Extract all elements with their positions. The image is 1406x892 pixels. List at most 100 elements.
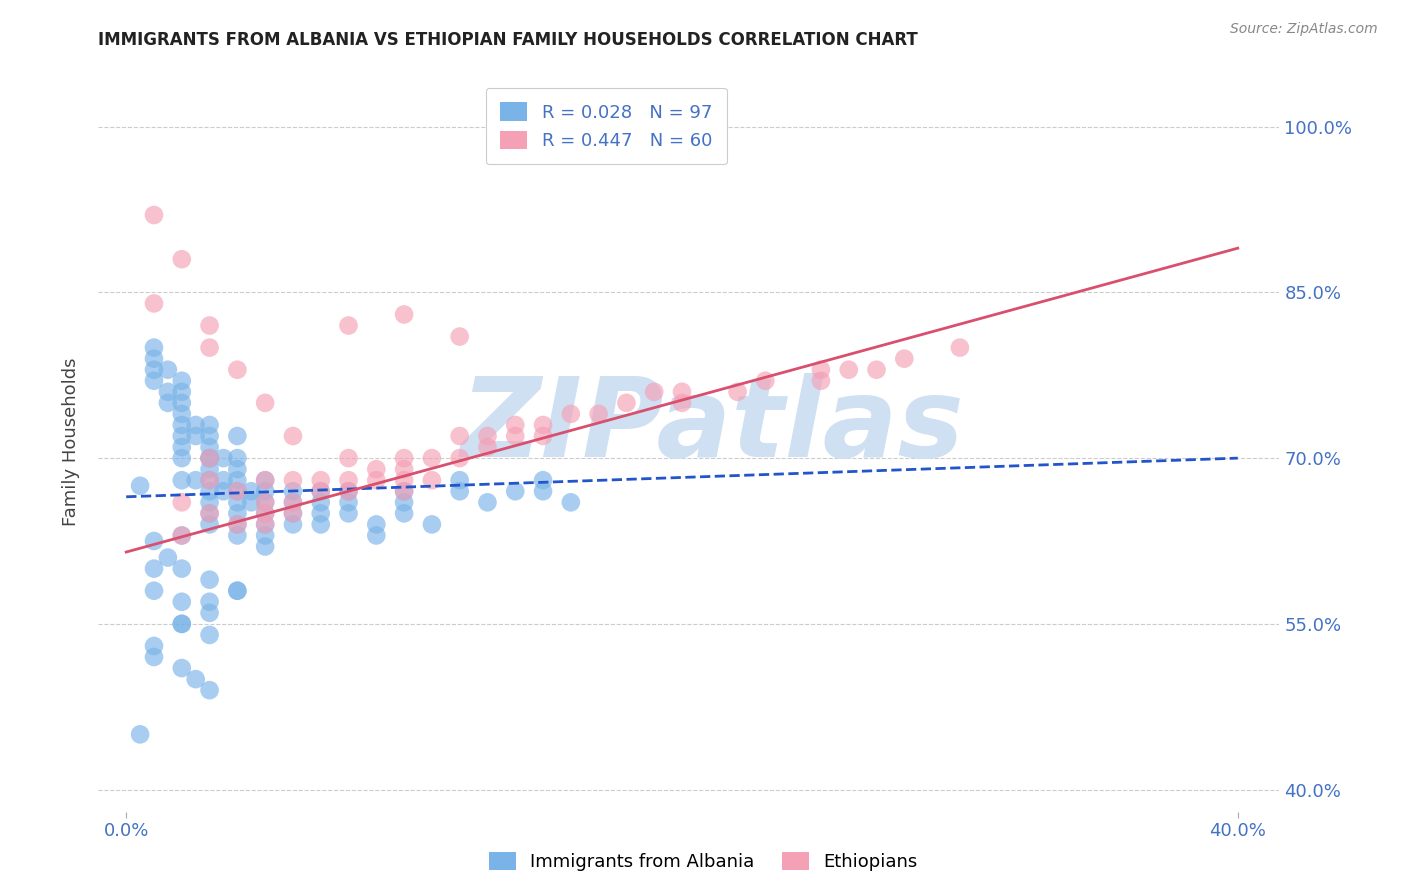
Text: Source: ZipAtlas.com: Source: ZipAtlas.com [1230, 22, 1378, 37]
Point [198, 318, 221, 333]
Point [254, 495, 277, 509]
Point [226, 429, 249, 443]
Point [254, 517, 277, 532]
Point [170, 451, 193, 466]
Point [170, 528, 193, 542]
Point [226, 484, 249, 499]
Point [226, 528, 249, 542]
Point [309, 495, 332, 509]
Point [226, 583, 249, 598]
Point [170, 616, 193, 631]
Point [477, 440, 499, 454]
Point [254, 517, 277, 532]
Point [560, 495, 582, 509]
Point [170, 384, 193, 399]
Point [309, 484, 332, 499]
Point [198, 417, 221, 432]
Point [226, 451, 249, 466]
Point [198, 507, 221, 521]
Point [420, 517, 443, 532]
Point [184, 429, 207, 443]
Point [198, 473, 221, 487]
Point [170, 407, 193, 421]
Point [503, 429, 526, 443]
Point [392, 495, 415, 509]
Point [170, 495, 193, 509]
Point [337, 318, 360, 333]
Point [392, 484, 415, 499]
Point [156, 384, 179, 399]
Point [392, 308, 415, 322]
Point [198, 507, 221, 521]
Point [420, 473, 443, 487]
Point [893, 351, 915, 366]
Point [392, 507, 415, 521]
Point [254, 507, 277, 521]
Point [503, 484, 526, 499]
Point [143, 351, 166, 366]
Point [198, 517, 221, 532]
Point [449, 329, 471, 343]
Point [212, 451, 235, 466]
Point [309, 473, 332, 487]
Point [588, 407, 610, 421]
Point [198, 606, 221, 620]
Point [281, 484, 304, 499]
Point [143, 639, 166, 653]
Point [226, 495, 249, 509]
Point [170, 473, 193, 487]
Point [531, 429, 554, 443]
Point [449, 484, 471, 499]
Point [281, 517, 304, 532]
Point [281, 429, 304, 443]
Text: ZIPatlas: ZIPatlas [461, 373, 965, 480]
Point [226, 362, 249, 376]
Point [366, 517, 388, 532]
Point [366, 528, 388, 542]
Point [309, 507, 332, 521]
Y-axis label: Family Households: Family Households [62, 358, 80, 525]
Point [254, 473, 277, 487]
Point [170, 429, 193, 443]
Point [170, 417, 193, 432]
Point [254, 528, 277, 542]
Point [531, 473, 554, 487]
Point [226, 583, 249, 598]
Point [281, 473, 304, 487]
Point [184, 417, 207, 432]
Point [420, 451, 443, 466]
Point [184, 473, 207, 487]
Point [281, 507, 304, 521]
Point [170, 595, 193, 609]
Text: IMMIGRANTS FROM ALBANIA VS ETHIOPIAN FAMILY HOUSEHOLDS CORRELATION CHART: IMMIGRANTS FROM ALBANIA VS ETHIOPIAN FAM… [98, 31, 918, 49]
Point [143, 374, 166, 388]
Point [226, 517, 249, 532]
Point [198, 473, 221, 487]
Point [170, 616, 193, 631]
Point [643, 384, 665, 399]
Point [392, 451, 415, 466]
Point [337, 495, 360, 509]
Point [170, 561, 193, 575]
Point [170, 374, 193, 388]
Point [754, 374, 776, 388]
Point [366, 462, 388, 476]
Point [198, 451, 221, 466]
Point [240, 495, 263, 509]
Point [531, 417, 554, 432]
Point [392, 462, 415, 476]
Point [226, 473, 249, 487]
Legend: Immigrants from Albania, Ethiopians: Immigrants from Albania, Ethiopians [481, 845, 925, 879]
Point [503, 417, 526, 432]
Point [671, 396, 693, 410]
Point [129, 479, 152, 493]
Point [143, 341, 166, 355]
Point [198, 573, 221, 587]
Point [477, 495, 499, 509]
Point [727, 384, 749, 399]
Point [198, 341, 221, 355]
Point [198, 628, 221, 642]
Point [156, 550, 179, 565]
Point [143, 583, 166, 598]
Point [143, 296, 166, 310]
